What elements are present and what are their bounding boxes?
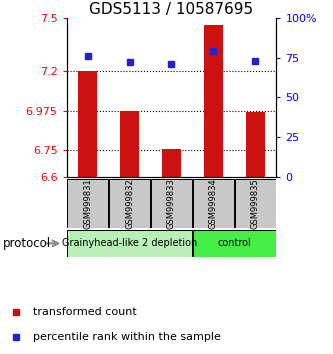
Bar <box>204 25 223 177</box>
Text: GSM999834: GSM999834 <box>209 178 218 229</box>
Bar <box>78 71 97 177</box>
Text: GSM999835: GSM999835 <box>251 178 260 229</box>
Text: percentile rank within the sample: percentile rank within the sample <box>33 332 220 342</box>
Text: control: control <box>217 238 251 249</box>
Text: GSM999833: GSM999833 <box>167 178 176 229</box>
Bar <box>235 179 276 228</box>
Bar <box>193 230 276 257</box>
Bar <box>109 179 150 228</box>
Bar <box>193 179 234 228</box>
Text: GSM999831: GSM999831 <box>83 178 92 229</box>
Text: protocol: protocol <box>3 237 52 250</box>
Bar <box>67 179 108 228</box>
Bar <box>67 230 192 257</box>
Bar <box>162 149 181 177</box>
Text: GSM999832: GSM999832 <box>125 178 134 229</box>
Bar <box>246 112 265 177</box>
Title: GDS5113 / 10587695: GDS5113 / 10587695 <box>90 1 253 17</box>
Bar <box>120 111 139 177</box>
Text: transformed count: transformed count <box>33 307 137 318</box>
Bar <box>151 179 192 228</box>
Text: Grainyhead-like 2 depletion: Grainyhead-like 2 depletion <box>62 238 197 249</box>
